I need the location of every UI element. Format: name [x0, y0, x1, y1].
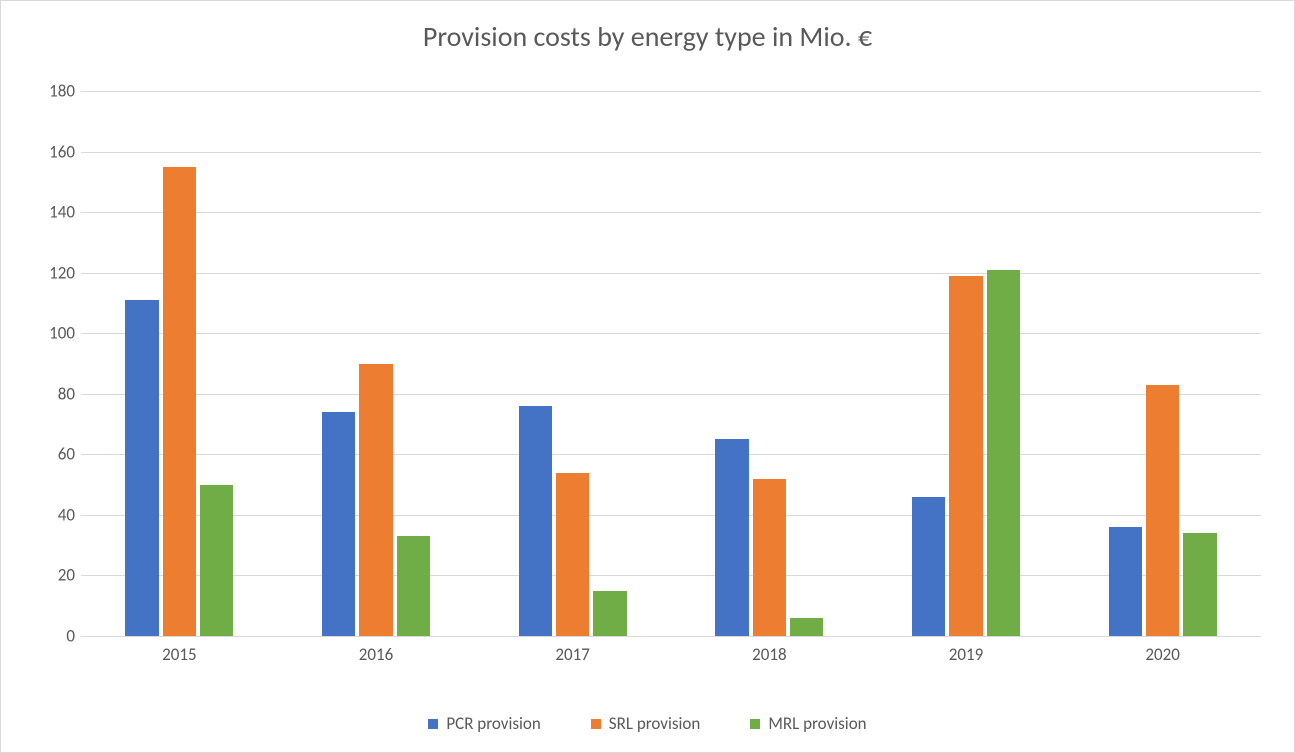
y-tick-label: 100 — [41, 323, 75, 344]
gridline — [81, 212, 1261, 213]
legend-swatch — [591, 719, 601, 729]
y-tick-label: 40 — [41, 504, 75, 525]
y-tick-label: 0 — [41, 626, 75, 647]
gridline — [81, 152, 1261, 153]
bar — [715, 439, 748, 636]
bar — [556, 473, 589, 637]
plot-area — [81, 91, 1261, 637]
bar — [1183, 533, 1216, 636]
gridline — [81, 454, 1261, 455]
bar — [1146, 385, 1179, 636]
bar — [790, 618, 823, 636]
bar — [519, 406, 552, 636]
bar — [359, 364, 392, 637]
bar — [912, 497, 945, 636]
legend-swatch — [428, 719, 438, 729]
y-tick-label: 20 — [41, 565, 75, 586]
chart-container: Provision costs by energy type in Mio. €… — [0, 0, 1295, 753]
x-tick-label: 2018 — [671, 644, 868, 665]
chart-title: Provision costs by energy type in Mio. € — [1, 19, 1294, 54]
gridline — [81, 515, 1261, 516]
bar — [753, 479, 786, 636]
bar — [397, 536, 430, 636]
bar — [125, 300, 158, 636]
y-tick-label: 60 — [41, 444, 75, 465]
gridline — [81, 273, 1261, 274]
bar — [163, 167, 196, 636]
legend-item: SRL provision — [591, 713, 701, 734]
gridline — [81, 575, 1261, 576]
bar — [987, 270, 1020, 636]
y-tick-label: 140 — [41, 202, 75, 223]
y-tick-label: 180 — [41, 81, 75, 102]
legend: PCR provision SRL provision MRL provision — [1, 713, 1294, 734]
legend-item: PCR provision — [428, 713, 540, 734]
x-tick-label: 2017 — [474, 644, 671, 665]
y-tick-label: 120 — [41, 262, 75, 283]
gridline — [81, 91, 1261, 92]
legend-item: MRL provision — [750, 713, 866, 734]
legend-label: PCR provision — [446, 713, 540, 734]
legend-swatch — [750, 719, 760, 729]
gridline — [81, 333, 1261, 334]
bar — [322, 412, 355, 636]
bar — [1109, 527, 1142, 636]
y-tick-label: 160 — [41, 141, 75, 162]
x-tick-label: 2019 — [868, 644, 1065, 665]
bar — [593, 591, 626, 636]
x-tick-label: 2016 — [278, 644, 475, 665]
x-tick-label: 2015 — [81, 644, 278, 665]
gridline — [81, 394, 1261, 395]
legend-label: MRL provision — [768, 713, 866, 734]
x-tick-label: 2020 — [1064, 644, 1261, 665]
bar — [200, 485, 233, 636]
legend-label: SRL provision — [609, 713, 701, 734]
y-tick-label: 80 — [41, 383, 75, 404]
bar — [949, 276, 982, 636]
